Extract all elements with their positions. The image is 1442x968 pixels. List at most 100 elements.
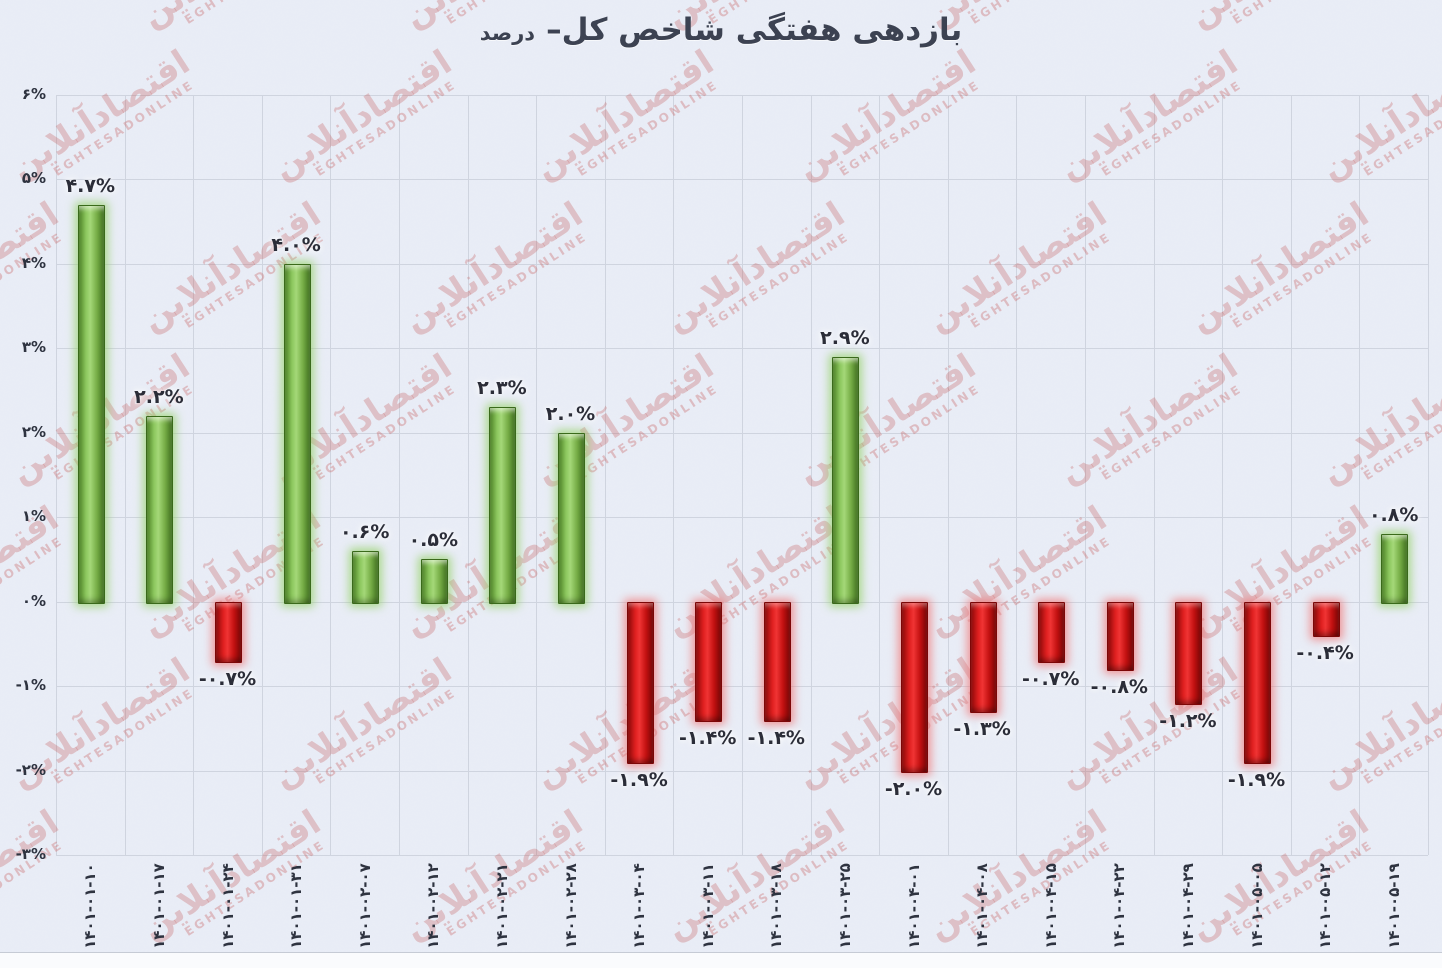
watermark-latin-text: EGHTESADONLINE: [967, 837, 1114, 939]
bar-value-label: -۰.۷%: [198, 667, 257, 690]
bar-value-label: -۱.۲%: [1159, 710, 1217, 732]
watermark-latin-text: EGHTESADONLINE: [181, 837, 328, 939]
x-axis-date-label: ۱۴۰۱-۰۳-۰۴: [630, 863, 649, 949]
watermark-latin-text: EGHTESADONLINE: [836, 77, 983, 179]
bar-value-label: -۱.۹%: [1227, 769, 1286, 792]
gridline-vertical: [1222, 95, 1224, 855]
bar-value-label: -۱.۴%: [747, 726, 805, 749]
watermark-farsi-text: اقتصادآنلاین: [527, 42, 721, 188]
x-axis-date-label: ۱۴۰۱-۰۴-۰۱: [904, 863, 923, 949]
x-axis-date-label: ۱۴۰۱-۰۱-۱۰: [81, 863, 100, 949]
watermark-latin-text: EGHTESADONLINE: [312, 381, 459, 483]
gridline-vertical: [1428, 95, 1429, 855]
y-axis-tick-label: ۳%: [21, 338, 46, 357]
x-axis-date-label: ۱۴۰۱-۰۱-۱۷: [149, 863, 168, 949]
chart-title-main: بازدهی هفتگی شاخص کل–: [546, 12, 963, 48]
x-axis-date-label: ۱۴۰۱-۰۲-۲۸: [561, 863, 580, 949]
bar-negative: [626, 601, 654, 765]
watermark-farsi-text: اقتصادآنلاین: [1182, 194, 1376, 340]
bar-positive: [489, 407, 517, 604]
gridline-vertical: [947, 95, 949, 855]
watermark-latin-text: EGHTESADONLINE: [1229, 837, 1376, 939]
watermark-farsi-text: اقتصادآنلاین: [3, 42, 197, 188]
bar-negative: [763, 601, 791, 722]
bar-positive: [1381, 534, 1409, 604]
watermark-farsi-text: اقتصادآنلاین: [1051, 42, 1245, 188]
bar-negative: [695, 601, 723, 722]
x-axis-date-label: ۱۴۰۱-۰۴-۲۲: [1110, 863, 1129, 949]
gridline-vertical: [1016, 95, 1018, 855]
watermark-farsi-text: اقتصادآنلاین: [0, 802, 66, 948]
gridline-vertical: [1153, 95, 1155, 855]
watermark-latin-text: EGHTESADONLINE: [967, 533, 1114, 635]
bar-positive: [283, 263, 311, 604]
y-axis-tick-label: ۱%: [21, 507, 46, 526]
x-axis-date-label: ۱۴۰۱-۰۳-۱۸: [767, 863, 786, 949]
x-axis-date-label: ۱۴۰۱-۰۲-۱۲: [424, 863, 443, 949]
x-axis-date-label: ۱۴۰۱-۰۳-۲۵: [835, 863, 854, 949]
x-axis-date-label: ۱۴۰۱-۰۴-۲۹: [1178, 863, 1197, 949]
watermark-latin-text: EGHTESADONLINE: [1098, 77, 1245, 179]
gridline-vertical: [1290, 95, 1292, 855]
watermark-latin-text: EGHTESADONLINE: [967, 229, 1114, 331]
bar-value-label: -۱.۳%: [953, 718, 1011, 741]
watermark-farsi-text: اقتصادآنلاین: [789, 42, 983, 188]
watermark-farsi-text: اقتصادآنلاین: [1313, 42, 1442, 188]
x-axis-date-label: ۱۴۰۱-۰۴-۰۸: [973, 863, 992, 949]
gridline-vertical: [261, 95, 263, 855]
bar-negative: [1038, 601, 1066, 663]
watermark-farsi-text: اقتصادآنلاین: [1182, 802, 1376, 948]
bar-negative: [969, 601, 997, 714]
y-axis-tick-label: ۴%: [21, 253, 46, 272]
watermark-farsi-text: اقتصادآنلاین: [265, 42, 459, 188]
watermark-farsi-text: اقتصادآنلاین: [658, 194, 852, 340]
gridline-vertical: [399, 95, 400, 855]
watermark-latin-text: EGHTESADONLINE: [1229, 229, 1376, 331]
gridline-horizontal: [56, 855, 1428, 856]
bar-value-label: ۲.۳%: [477, 377, 527, 400]
watermark-latin-text: EGHTESADONLINE: [443, 229, 590, 331]
x-axis-date-label: ۱۴۰۱-۰۵-۱۲: [1316, 863, 1335, 949]
gridline-vertical: [536, 95, 538, 855]
bar-value-label: -۰.۸%: [1090, 676, 1148, 699]
watermark-latin-text: EGHTESADONLINE: [574, 77, 721, 179]
y-axis-tick-label: ۶%: [21, 85, 46, 103]
gridline-vertical: [1359, 95, 1361, 855]
bar-positive: [420, 559, 448, 604]
bar-negative: [215, 601, 242, 663]
watermark-latin-text: EGHTESADONLINE: [50, 685, 197, 787]
bar-value-label: ۰.۵%: [408, 529, 459, 552]
x-axis-date-label: ۱۴۰۱-۰۵-۱۹: [1384, 863, 1403, 949]
watermark-farsi-text: اقتصادآنلاین: [789, 346, 983, 492]
watermark-farsi-text: اقتصادآنلاین: [265, 650, 459, 796]
bar-value-label: ۴.۷%: [65, 174, 116, 197]
gridline-vertical: [330, 95, 332, 855]
bar-positive: [77, 204, 105, 604]
watermark-latin-text: EGHTESADONLINE: [1360, 381, 1442, 483]
bar-negative: [1312, 601, 1340, 638]
y-axis-tick-label: -۲%: [15, 760, 46, 779]
bar-value-label: -۲.۰%: [884, 777, 943, 800]
bottom-margin-strip: [0, 952, 1442, 968]
y-axis-tick-label: ۰%: [21, 591, 46, 610]
x-axis-date-label: ۱۴۰۱-۰۱-۲۴: [218, 863, 237, 949]
bar-negative: [1175, 601, 1203, 705]
bar-positive: [352, 551, 380, 604]
watermark-latin-text: EGHTESADONLINE: [312, 685, 459, 787]
watermark-latin-text: EGHTESADONLINE: [1360, 77, 1442, 179]
bar-positive: [558, 432, 585, 604]
